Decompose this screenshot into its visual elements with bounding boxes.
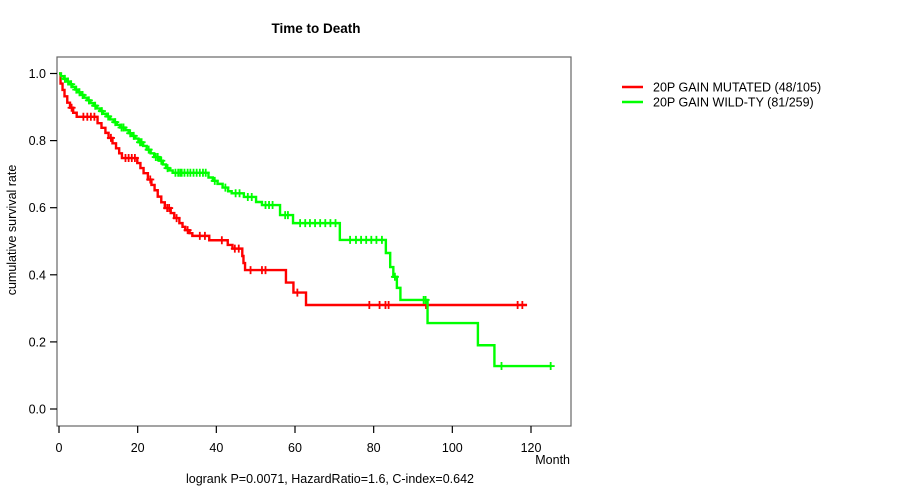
censor-marks-0 bbox=[67, 103, 527, 309]
y-axis-label: cumulative survival rate bbox=[5, 165, 19, 296]
legend-label-mutated: 20P GAIN MUTATED (48/105) bbox=[653, 81, 821, 95]
x-tick-label: 80 bbox=[367, 441, 381, 455]
stats-footer: logrank P=0.0071, HazardRatio=1.6, C-ind… bbox=[186, 472, 474, 486]
x-tick-label: 60 bbox=[288, 441, 302, 455]
y-tick-label: 0.2 bbox=[29, 335, 46, 349]
y-tick-label: 0.6 bbox=[29, 201, 46, 215]
y-tick-label: 0.8 bbox=[29, 134, 46, 148]
y-tick-label: 0.4 bbox=[29, 268, 46, 282]
legend: 20P GAIN MUTATED (48/105) 20P GAIN WILD-… bbox=[622, 81, 821, 110]
x-axis-label: Month bbox=[535, 453, 570, 467]
survival-curve-0 bbox=[59, 72, 528, 307]
y-tick-label: 1.0 bbox=[29, 67, 46, 81]
censor-marks-1 bbox=[60, 74, 555, 371]
chart-title: Time to Death bbox=[271, 21, 360, 36]
x-tick-label: 120 bbox=[521, 441, 542, 455]
x-tick-label: 100 bbox=[442, 441, 463, 455]
x-tick-label: 0 bbox=[56, 441, 63, 455]
y-axis: 0.0 0.2 0.4 0.6 0.8 1.0 bbox=[29, 67, 57, 417]
survival-curves bbox=[59, 72, 555, 371]
y-tick-label: 0.0 bbox=[29, 403, 46, 417]
plot-box bbox=[56, 56, 572, 427]
legend-label-wildtype: 20P GAIN WILD-TY (81/259) bbox=[653, 96, 814, 110]
x-tick-label: 40 bbox=[209, 441, 223, 455]
x-axis: 0 20 40 60 80 100 120 bbox=[56, 426, 542, 455]
x-tick-label: 20 bbox=[131, 441, 145, 455]
